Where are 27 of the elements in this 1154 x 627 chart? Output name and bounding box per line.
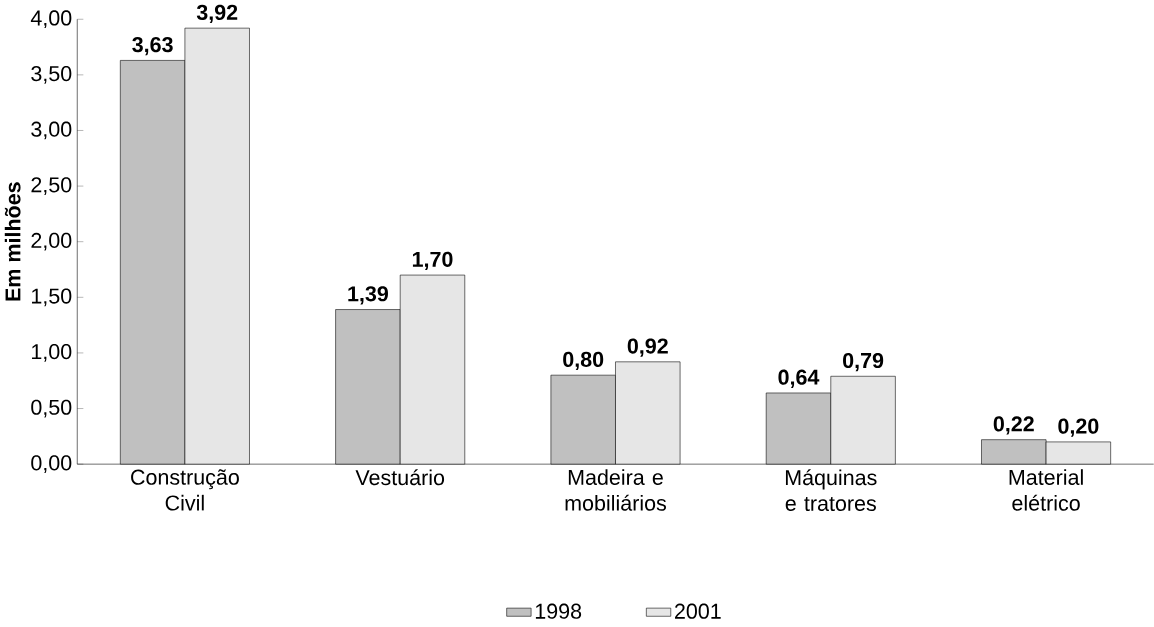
y-tick-label: 1,00 [32, 344, 72, 363]
x-tick-label: Madeira e mobiliários [565, 469, 666, 511]
data-label: 0,64 [778, 369, 820, 389]
x-tick-label: Material elétrico [1009, 469, 1083, 511]
data-label: 3,92 [196, 5, 238, 24]
legend-label: 2001 [675, 603, 721, 620]
data-label: 0,22 [993, 416, 1034, 435]
data-label: 3,63 [132, 37, 173, 56]
y-tick-label: 1,50 [32, 288, 72, 307]
y-axis-title: Em milhões [4, 182, 21, 301]
y-tick-label: 0,50 [31, 399, 72, 418]
y-tick-label: 3,50 [31, 66, 72, 84]
y-tick-label: 4,00 [30, 10, 72, 29]
y-tick-label: 0,00 [31, 455, 72, 474]
legend-label: 1998 [535, 603, 582, 620]
y-tick-label: 2,50 [31, 177, 72, 196]
data-label: 1,70 [412, 251, 453, 271]
x-tick-label: Construção Civil [131, 469, 239, 511]
data-label: 0,79 [843, 353, 884, 372]
x-tick-label: Vestuário [355, 469, 445, 486]
data-label: 0,20 [1058, 418, 1099, 438]
y-tick-label: 2,00 [31, 233, 72, 251]
x-tick-label: Máquinas e tratores [785, 469, 877, 512]
data-label: 0,92 [627, 338, 668, 358]
y-tick-label: 3,00 [31, 121, 72, 140]
data-label: 0,80 [563, 352, 604, 371]
data-label: 1,39 [348, 286, 388, 305]
